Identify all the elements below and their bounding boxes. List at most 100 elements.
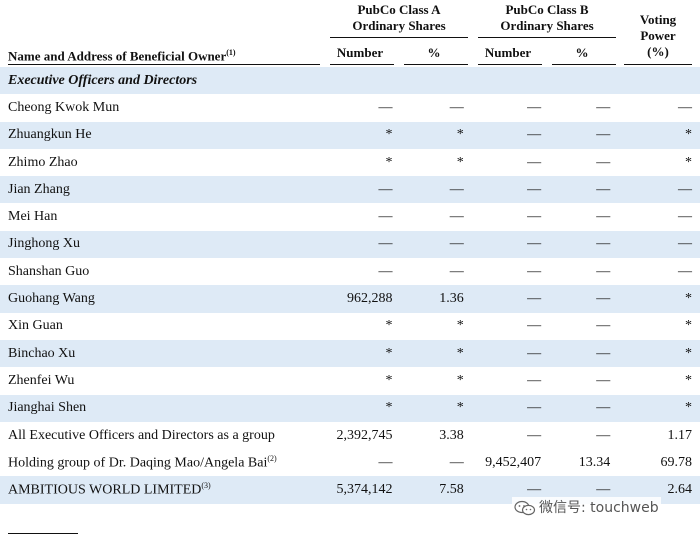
cell-b-num: — (467, 230, 548, 259)
cell-b-num: — (467, 339, 548, 368)
cell-b-pct: — (547, 394, 615, 422)
cell-a-num: * (321, 121, 399, 149)
owner-name-text: Xin Guan (8, 318, 63, 334)
owner-name: Holding group of Dr. Daqing Mao/Angela B… (0, 449, 322, 476)
a-pct-rule (404, 64, 468, 65)
cell-a-pct: — (449, 209, 464, 225)
group-a-header-line2: Ordinary Shares (352, 18, 446, 33)
cell-vote: * (685, 372, 692, 388)
a-number-header: Number (336, 45, 384, 60)
cell-vote: * (685, 318, 692, 334)
cell-b-num: 9,452,407 (485, 454, 542, 470)
cell-a-pct: * (456, 372, 464, 388)
voting-rule (624, 64, 692, 65)
cell-b-pct: 13.34 (578, 454, 611, 470)
owner-name: Guohang Wang (0, 285, 322, 313)
owner-name: Shanshan Guo (0, 258, 322, 285)
cell-a-num: — (321, 176, 399, 204)
group-b-header-line2: Ordinary Shares (500, 18, 594, 33)
cell-a-pct: — (449, 99, 464, 115)
section-title: Executive Officers and Directors (0, 67, 700, 95)
group-b-header-line1: PubCo Class B (505, 2, 589, 17)
cell-vote: — (678, 263, 692, 279)
table-row: Zhenfei Wu * * — — * (0, 367, 700, 394)
owner-name: Jian Zhang (0, 176, 322, 204)
owner-name-text: Zhuangkun He (8, 127, 92, 143)
cell-a-pct: * (456, 154, 464, 170)
owner-name-text: Cheong Kwok Mun (8, 99, 120, 115)
table-row: Jinghong Xu — — — — — (0, 230, 700, 259)
cell-b-num: — (527, 154, 542, 170)
owner-name: AMBITIOUS WORLD LIMITED(3) (0, 476, 322, 504)
cell-a-pct: — (398, 176, 468, 204)
name-header-rule (8, 64, 320, 65)
owner-name: Jianghai Shen (0, 394, 322, 422)
owner-name-text: Mei Han (8, 209, 58, 225)
cell-b-num: — (467, 394, 548, 422)
b-pct-header: % (575, 45, 589, 60)
cell-b-pct: — (596, 154, 611, 170)
footnote-rule (8, 533, 78, 534)
cell-b-num: — (527, 372, 542, 388)
owner-name: All Executive Officers and Directors as … (0, 422, 322, 449)
owner-name-text: Binchao Xu (8, 345, 76, 361)
name-column-footnote: (1) (226, 48, 236, 57)
cell-a-num: 962,288 (321, 285, 399, 313)
cell-b-pct: — (547, 285, 615, 313)
cell-a-pct: — (449, 263, 464, 279)
owner-name: Zhimo Zhao (0, 149, 322, 176)
voting-header-line2: Power (640, 28, 676, 43)
owner-name: Zhuangkun He (0, 121, 322, 149)
cell-a-num: — (378, 454, 393, 470)
cell-b-num: — (527, 209, 542, 225)
a-number-rule (330, 64, 394, 65)
b-number-header: Number (484, 45, 532, 60)
b-pct-rule (552, 64, 616, 65)
owner-name: Jinghong Xu (0, 230, 322, 259)
cell-a-num: — (321, 230, 399, 259)
owner-name: Zhenfei Wu (0, 367, 322, 394)
owner-name-text: Guohang Wang (8, 291, 95, 307)
table-row: Jianghai Shen * * — — * (0, 394, 700, 422)
cell-b-num: — (467, 285, 548, 313)
ownership-table-body: Executive Officers and Directors Cheong … (0, 67, 700, 504)
cell-a-num: * (321, 394, 399, 422)
cell-a-num: — (378, 209, 393, 225)
cell-vote: 69.78 (660, 454, 693, 470)
group-a-header: PubCo Class A Ordinary Shares (330, 2, 468, 34)
cell-b-pct: — (547, 176, 615, 204)
cell-a-num: * (321, 339, 399, 368)
owner-footnote: (2) (267, 453, 277, 463)
cell-b-num: — (467, 176, 548, 204)
owner-name: Xin Guan (0, 313, 322, 340)
cell-vote: * (614, 121, 700, 149)
cell-b-pct: — (596, 99, 611, 115)
cell-b-num: — (527, 263, 542, 279)
owner-name: Cheong Kwok Mun (0, 94, 322, 121)
watermark-text: 微信号: touchweb (539, 500, 659, 516)
table-row: All Executive Officers and Directors as … (0, 422, 700, 449)
cell-a-num: * (385, 372, 393, 388)
table-row: Guohang Wang 962,288 1.36— — * (0, 285, 700, 313)
cell-vote: — (678, 209, 692, 225)
group-b-header: PubCo Class B Ordinary Shares (478, 2, 616, 34)
owner-name-text: Jian Zhang (8, 181, 70, 197)
cell-b-pct: — (547, 121, 615, 149)
owner-name-text: Holding group of Dr. Daqing Mao/Angela B… (8, 455, 268, 471)
cell-b-pct: — (547, 230, 615, 259)
ownership-table: Executive Officers and Directors Cheong … (0, 67, 700, 504)
table-row: Binchao Xu * * — — * (0, 339, 700, 368)
owner-name-text: Jianghai Shen (8, 400, 87, 416)
table-row: Jian Zhang — — — — — (0, 176, 700, 204)
cell-a-pct: — (398, 230, 468, 259)
cell-a-pct: * (398, 339, 468, 368)
owner-name-text: All Executive Officers and Directors as … (8, 427, 275, 443)
cell-a-pct: 7.58 (398, 476, 468, 504)
a-pct-header: % (427, 45, 441, 60)
cell-a-pct: * (456, 318, 464, 334)
cell-a-num: 5,374,142 (321, 476, 399, 504)
table-row: Holding group of Dr. Daqing Mao/Angela B… (0, 449, 700, 476)
cell-a-pct: 1.36 (398, 285, 468, 313)
b-number-rule (478, 64, 542, 65)
owner-name-text: Zhimo Zhao (8, 154, 78, 170)
